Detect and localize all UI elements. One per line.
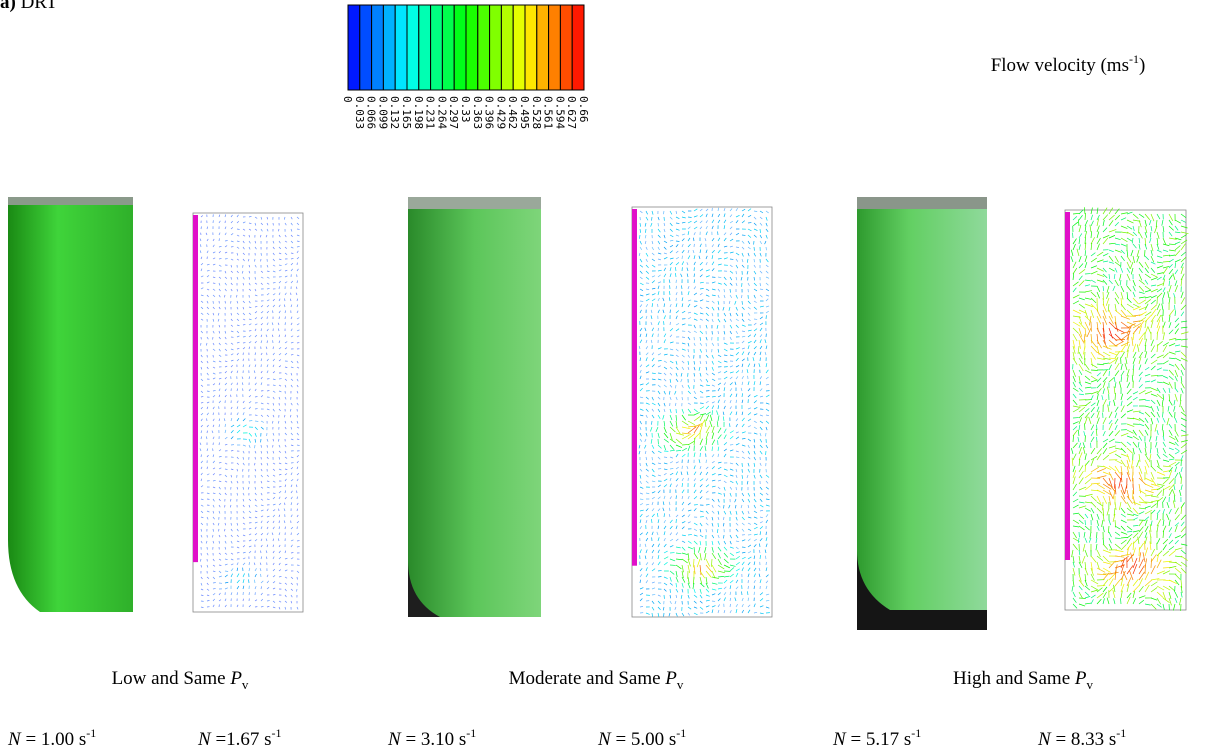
speed-text: = 5.00 s bbox=[611, 729, 677, 750]
colorbar-cell bbox=[348, 5, 360, 90]
colorbar-tick-label: 0.627 bbox=[565, 96, 578, 129]
colorbar-tick-label: 0.132 bbox=[388, 96, 401, 129]
colorbar-tick-label: 0.429 bbox=[494, 96, 507, 129]
colorbar-title-sup: -1 bbox=[1129, 52, 1139, 66]
colorbar-cell bbox=[454, 5, 466, 90]
photos bbox=[8, 197, 987, 630]
colorbar-tick-label: 0.495 bbox=[518, 96, 531, 129]
vector bbox=[718, 331, 719, 334]
colorbar-cell bbox=[360, 5, 372, 90]
panel-caption: Moderate and Same Pv bbox=[509, 668, 684, 692]
colorbar-tick-label: 0.462 bbox=[506, 96, 519, 129]
colorbar-cell bbox=[549, 5, 561, 90]
colorbar-tick-label: 0 bbox=[341, 96, 354, 103]
colorbar-tick-label: 0.231 bbox=[424, 96, 437, 129]
colorbar-cell bbox=[372, 5, 384, 90]
colorbar-cell bbox=[383, 5, 395, 90]
colorbar-cell bbox=[501, 5, 513, 90]
caption-symbol: P bbox=[229, 668, 242, 689]
colorbar-cell bbox=[395, 5, 407, 90]
colorbar-tick-label: 0.165 bbox=[400, 96, 413, 129]
photo-rim bbox=[408, 197, 541, 209]
vector bbox=[297, 497, 298, 499]
speed-label: N = 3.10 s-1 bbox=[387, 726, 476, 750]
caption-symbol: P bbox=[664, 668, 677, 689]
colorbar-cell bbox=[442, 5, 454, 90]
colorbar-cell bbox=[478, 5, 490, 90]
colorbar-tick-label: 0.198 bbox=[412, 96, 425, 129]
caption-text: High and Same bbox=[953, 668, 1075, 689]
speed-text: = 3.10 s bbox=[401, 729, 467, 750]
colorbar-tick-label: 0.099 bbox=[376, 96, 389, 129]
speed-sup: -1 bbox=[676, 726, 686, 740]
vector bbox=[291, 552, 293, 553]
speed-sup: -1 bbox=[86, 726, 96, 740]
speed-label: N = 5.17 s-1 bbox=[832, 726, 921, 750]
impeller-shaft bbox=[632, 209, 637, 566]
speed-label: N = 5.00 s-1 bbox=[597, 726, 686, 750]
photo bbox=[8, 197, 133, 612]
colorbar-title-text: Flow velocity (ms bbox=[991, 55, 1129, 76]
colorbar-cell bbox=[513, 5, 525, 90]
speed-sup: -1 bbox=[1116, 726, 1126, 740]
colorbar-tick-label: 0.66 bbox=[577, 96, 590, 123]
speed-sup: -1 bbox=[272, 726, 282, 740]
vector bbox=[706, 529, 707, 532]
speed-text: = 1.00 s bbox=[21, 729, 87, 750]
colorbar-tick-label: 0.561 bbox=[542, 96, 555, 129]
colorbar-cell bbox=[431, 5, 443, 90]
colorbar-cell bbox=[466, 5, 478, 90]
caption-sub: v bbox=[677, 677, 684, 692]
field-frame bbox=[632, 207, 772, 617]
speed-sup: -1 bbox=[466, 726, 476, 740]
vector-fields bbox=[193, 207, 1188, 617]
caption-text: Low and Same bbox=[112, 668, 231, 689]
speed-label: N = 1.00 s-1 bbox=[7, 726, 96, 750]
photo bbox=[857, 205, 987, 610]
colorbar-cell bbox=[490, 5, 502, 90]
caption-sub: v bbox=[1087, 677, 1094, 692]
colorbar-tick-label: 0.594 bbox=[553, 96, 566, 129]
vector bbox=[741, 591, 742, 595]
photo-rim bbox=[8, 197, 133, 205]
colorbar-tick-label: 0.066 bbox=[365, 96, 378, 129]
colorbar-cell bbox=[407, 5, 419, 90]
speed-text: = 5.17 s bbox=[846, 729, 912, 750]
panel-caption: Low and Same Pv bbox=[112, 668, 249, 692]
caption-text: Moderate and Same bbox=[509, 668, 666, 689]
speed-sup: -1 bbox=[911, 726, 921, 740]
caption-symbol: P bbox=[1074, 668, 1087, 689]
figure: a) DRT Flow velocity (ms-1) 00.0330.0660… bbox=[0, 0, 1206, 755]
vector bbox=[225, 301, 226, 303]
speed-label: N =1.67 s-1 bbox=[197, 726, 282, 750]
colorbar-cell bbox=[525, 5, 537, 90]
colorbar-cell bbox=[537, 5, 549, 90]
caption-sub: v bbox=[242, 677, 249, 692]
speed-label: N = 8.33 s-1 bbox=[1037, 726, 1126, 750]
impeller-shaft bbox=[1065, 212, 1070, 560]
colorbar-cell bbox=[560, 5, 572, 90]
impeller-shaft bbox=[193, 215, 198, 562]
colorbar-title-end: ) bbox=[1139, 55, 1145, 76]
colorbar-tick-label: 0.363 bbox=[471, 96, 484, 129]
colorbar-tick-label: 0.528 bbox=[530, 96, 543, 129]
colorbar-tick-label: 0.033 bbox=[353, 96, 366, 129]
colorbar-tick-label: 0.297 bbox=[447, 96, 460, 129]
speed-text: =1.67 s bbox=[211, 729, 272, 750]
colorbar-cell bbox=[572, 5, 584, 90]
panel-header: a) DRT bbox=[0, 0, 58, 13]
panel-title: DRT bbox=[21, 0, 58, 13]
photo-rim bbox=[857, 197, 987, 209]
colorbar-tick-label: 0.264 bbox=[435, 96, 448, 129]
colorbar-tick-label: 0.396 bbox=[483, 96, 496, 129]
photo bbox=[408, 197, 541, 617]
colorbar-cell bbox=[419, 5, 431, 90]
colorbar-tick-label: 0.33 bbox=[459, 96, 472, 123]
field-frame bbox=[193, 213, 303, 612]
speed-text: = 8.33 s bbox=[1051, 729, 1117, 750]
panel-caption: High and Same Pv bbox=[953, 668, 1094, 692]
colorbar-title: Flow velocity (ms-1) bbox=[991, 52, 1146, 76]
panel-letter: a) bbox=[0, 0, 16, 13]
